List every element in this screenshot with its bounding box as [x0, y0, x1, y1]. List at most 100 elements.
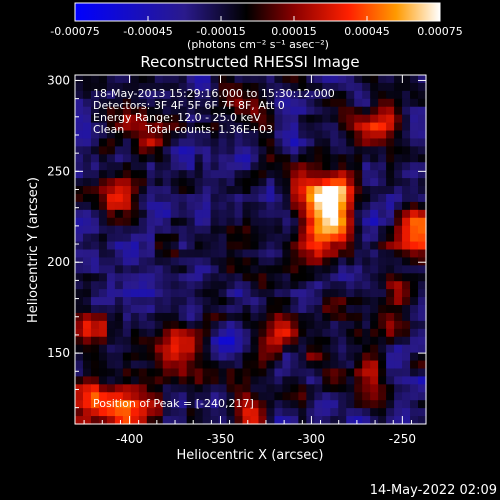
heatmap-cell: [306, 114, 315, 124]
heatmap-cell: [98, 320, 108, 330]
heatmap-cell: [306, 320, 315, 330]
heatmap-cell: [194, 392, 204, 401]
heatmap-cell: [130, 233, 140, 243]
heatmap-cell: [338, 75, 347, 84]
heatmap-cell: [210, 336, 220, 346]
heatmap-cell: [362, 360, 371, 370]
heatmap-cell: [282, 114, 291, 124]
heatmap-cell: [362, 408, 371, 417]
heatmap-cell: [354, 360, 363, 370]
heatmap-cell: [250, 186, 260, 195]
heatmap-cell: [186, 122, 196, 132]
heatmap-cell: [378, 281, 387, 290]
heatmap-cell: [130, 209, 140, 219]
heatmap-cell: [378, 305, 387, 314]
heatmap-cell: [226, 130, 236, 140]
heatmap-cell: [242, 162, 252, 171]
heatmap-cell: [330, 392, 339, 401]
heatmap-cell: [386, 138, 395, 147]
heatmap-cell: [306, 106, 315, 116]
heatmap-cell: [90, 225, 100, 235]
heatmap-cell: [138, 297, 148, 306]
heatmap-cell: [226, 178, 236, 187]
heatmap-cell: [75, 75, 84, 84]
heatmap-cell: [418, 146, 427, 155]
heatmap-cell: [178, 416, 188, 425]
heatmap-cell: [282, 241, 291, 251]
heatmap-cell: [362, 273, 371, 282]
heatmap-cell: [298, 281, 307, 290]
heatmap-cell: [162, 90, 172, 100]
heatmap-cell: [354, 106, 363, 116]
heatmap-cell: [234, 233, 244, 243]
heatmap-cell: [394, 146, 403, 155]
heatmap-cell: [82, 217, 92, 227]
heatmap-cell: [306, 384, 315, 393]
heatmap-cell: [138, 265, 148, 274]
heatmap-cell: [338, 312, 347, 322]
heatmap-cell: [330, 312, 339, 322]
heatmap-cell: [274, 344, 284, 354]
heatmap-cell: [178, 241, 188, 251]
heatmap-cell: [306, 209, 315, 219]
heatmap-cell: [394, 186, 403, 195]
heatmap-cell: [194, 217, 204, 227]
heatmap-cell: [306, 368, 315, 378]
heatmap-cell: [346, 186, 355, 195]
heatmap-cell: [338, 289, 347, 298]
heatmap-cell: [386, 281, 395, 290]
heatmap-cell: [418, 384, 427, 393]
heatmap-cell: [122, 392, 132, 401]
heatmap-cell: [194, 408, 204, 417]
heatmap-cell: [274, 273, 284, 282]
heatmap-cell: [162, 122, 172, 132]
heatmap-cell: [162, 305, 172, 314]
heatmap-cell: [402, 328, 411, 338]
heatmap-cell: [338, 225, 347, 235]
heatmap-cell: [218, 312, 228, 322]
heatmap-cell: [210, 312, 220, 322]
heatmap-cell: [138, 186, 148, 195]
heatmap-cell: [298, 249, 307, 259]
heatmap-cell: [234, 193, 244, 203]
heatmap-cell: [266, 217, 276, 227]
heatmap-cell: [314, 344, 323, 354]
heatmap-cell: [402, 225, 411, 235]
heatmap-cell: [202, 320, 212, 330]
heatmap-cell: [218, 186, 228, 195]
heatmap-cell: [314, 82, 323, 92]
heatmap-cell: [418, 257, 427, 266]
heatmap-cell: [178, 344, 188, 354]
heatmap-cell: [218, 106, 228, 116]
heatmap-cell: [330, 122, 339, 132]
heatmap-cell: [362, 392, 371, 401]
heatmap-cell: [130, 344, 140, 354]
heatmap-cell: [226, 376, 236, 385]
heatmap-cell: [75, 384, 84, 393]
heatmap-cell: [298, 138, 307, 147]
heatmap-cell: [178, 122, 188, 132]
heatmap-cell: [266, 312, 276, 322]
heatmap-cell: [98, 392, 108, 401]
heatmap-cell: [362, 162, 371, 171]
heatmap-cell: [114, 170, 124, 179]
heatmap-cell: [226, 146, 236, 155]
heatmap-cell: [322, 130, 331, 140]
heatmap-cell: [178, 154, 188, 163]
heatmap-cell: [290, 416, 299, 425]
heatmap-cell: [234, 225, 244, 235]
heatmap-cell: [130, 82, 140, 92]
heatmap-cell: [130, 289, 140, 298]
heatmap-cell: [170, 130, 180, 140]
heatmap-cell: [75, 241, 84, 251]
heatmap-cell: [186, 416, 196, 425]
heatmap-cell: [138, 352, 148, 362]
heatmap-cell: [362, 344, 371, 354]
heatmap-cell: [370, 312, 379, 322]
heatmap-cell: [122, 75, 132, 84]
heatmap-cell: [218, 193, 228, 203]
heatmap-cell: [402, 265, 411, 274]
heatmap-cell: [202, 146, 212, 155]
heatmap-cell: [154, 312, 164, 322]
heatmap-cell: [122, 241, 132, 251]
